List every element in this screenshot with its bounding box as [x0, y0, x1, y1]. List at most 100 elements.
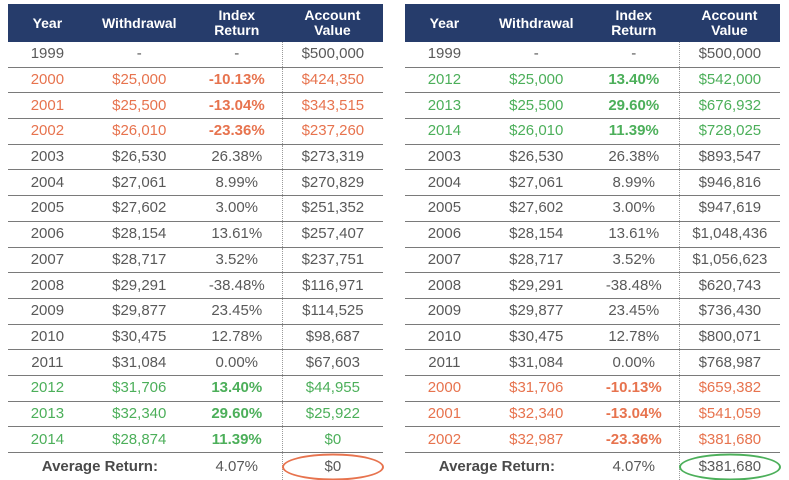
index-return-cell: 3.52% — [215, 250, 259, 268]
table-row: 2004 $27,061 8.99% $270,829 — [8, 170, 383, 197]
account-value-cell: $542,000 — [678, 67, 780, 93]
year-cell: 2005 — [427, 199, 462, 217]
year-cell: 2014 — [427, 122, 462, 140]
table-body: 1999 - - $500,000 2000 $25,000 -10.13% $… — [8, 42, 383, 453]
withdrawal-cell: $31,706 — [112, 379, 167, 397]
table-row: 2011 $31,084 0.00% $768,987 — [405, 350, 780, 376]
year-cell: 2014 — [30, 430, 65, 448]
account-value-cell: $67,603 — [281, 350, 383, 375]
col-header-year-label: Year — [32, 14, 63, 31]
withdrawal-cell: $28,717 — [509, 250, 564, 268]
year-cell: 2010 — [427, 327, 462, 345]
index-return-cell: 12.78% — [608, 327, 660, 345]
account-value-cell: $270,829 — [281, 170, 383, 196]
withdrawal-cell: $29,291 — [509, 276, 564, 294]
withdrawal-cell: $28,154 — [509, 225, 564, 243]
account-value-cell: $0 — [281, 427, 383, 452]
index-return-cell: 8.99% — [215, 173, 259, 191]
year-cell: 2007 — [30, 250, 65, 268]
account-value-cell: $500,000 — [678, 42, 780, 67]
index-return-cell: 3.00% — [215, 199, 259, 217]
col-header-year: Year — [405, 14, 484, 31]
table-row: 1999 - - $500,000 — [405, 42, 780, 68]
table-row: 2008 $29,291 -38.48% $116,971 — [8, 273, 383, 299]
year-cell: 2013 — [427, 96, 462, 114]
account-value-cell: $659,382 — [678, 375, 780, 401]
table-row: 2000 $25,000 -10.13% $424,350 — [8, 67, 383, 94]
withdrawal-cell: $28,154 — [112, 225, 167, 243]
account-value-cell: $237,260 — [281, 119, 383, 144]
table-row: 2003 $26,530 26.38% $273,319 — [8, 144, 383, 171]
table-row: 2007 $28,717 3.52% $237,751 — [8, 247, 383, 274]
final-value-highlight-ellipse: $381,680 — [695, 458, 766, 475]
account-value-cell: $343,515 — [281, 93, 383, 119]
index-return-cell: 13.61% — [608, 225, 660, 243]
col-header-withdrawal: Withdrawal — [87, 14, 192, 31]
year-cell: 2003 — [427, 148, 462, 166]
table-row: 2012 $25,000 13.40% $542,000 — [405, 67, 780, 94]
final-account-value-cell: $0 — [281, 453, 383, 480]
account-value-cell: $251,352 — [281, 196, 383, 221]
index-return-cell: 13.40% — [211, 379, 263, 397]
table-header: Year Withdrawal Index Return Account Val… — [405, 4, 780, 42]
col-header-account-value-label: Account Value — [304, 7, 361, 38]
withdrawal-cell: $32,340 — [112, 404, 167, 422]
account-value-cell: $676,932 — [678, 93, 780, 119]
year-cell: 2013 — [30, 404, 65, 422]
table-row: 2012 $31,706 13.40% $44,955 — [8, 375, 383, 402]
account-value-cell: $237,751 — [281, 247, 383, 273]
table-row: 2002 $32,987 -23.36% $381,680 — [405, 427, 780, 453]
index-return-cell: -10.13% — [605, 379, 662, 397]
account-value-cell: $273,319 — [281, 144, 383, 170]
index-return-cell: 12.78% — [211, 327, 263, 345]
index-return-cell: 3.00% — [612, 199, 656, 217]
account-value-cell: $800,071 — [678, 324, 780, 350]
table-row: 2014 $28,874 11.39% $0 — [8, 427, 383, 453]
col-header-withdrawal-label: Withdrawal — [498, 14, 574, 31]
index-return-cell: -38.48% — [208, 276, 265, 294]
table-row: 2013 $32,340 29.60% $25,922 — [8, 401, 383, 428]
year-cell: 2004 — [427, 173, 462, 191]
year-cell: 2012 — [427, 71, 462, 89]
account-value-cell: $116,971 — [281, 273, 383, 298]
year-cell: 2002 — [427, 430, 462, 448]
withdrawal-cell: $27,602 — [509, 199, 564, 217]
table-header: Year Withdrawal Index Return Account Val… — [8, 4, 383, 42]
account-value-cell: $44,955 — [281, 375, 383, 401]
col-header-index-return: Index Return — [192, 8, 282, 38]
account-value-cell: $947,619 — [678, 196, 780, 221]
withdrawal-cell: $27,602 — [112, 199, 167, 217]
index-return-cell: -10.13% — [208, 71, 265, 89]
withdrawal-cell: - — [533, 45, 539, 63]
table-row: 2005 $27,602 3.00% $251,352 — [8, 196, 383, 222]
withdrawal-cell: $29,291 — [112, 276, 167, 294]
withdrawal-cell: $25,000 — [112, 71, 167, 89]
withdrawal-cell: $25,500 — [112, 96, 167, 114]
withdrawal-cell: $26,530 — [509, 148, 564, 166]
withdrawal-cell: $27,061 — [509, 173, 564, 191]
year-cell: 2007 — [427, 250, 462, 268]
withdrawal-cell: $32,340 — [509, 404, 564, 422]
col-header-withdrawal-label: Withdrawal — [101, 14, 177, 31]
table-row: 2009 $29,877 23.45% $114,525 — [8, 298, 383, 325]
col-header-account-value: Account Value — [282, 8, 383, 38]
table-row: 2010 $30,475 12.78% $98,687 — [8, 324, 383, 351]
account-value-cell: $500,000 — [281, 42, 383, 67]
account-value-cell: $25,922 — [281, 401, 383, 427]
year-cell: 2008 — [30, 276, 65, 294]
index-return-cell: - — [234, 45, 240, 63]
table-row: 2009 $29,877 23.45% $736,430 — [405, 298, 780, 325]
col-header-year-label: Year — [429, 14, 460, 31]
index-return-cell: 23.45% — [608, 302, 660, 320]
year-cell: 2006 — [30, 225, 65, 243]
table-row: 2008 $29,291 -38.48% $620,743 — [405, 273, 780, 299]
account-value-cell: $98,687 — [281, 324, 383, 350]
average-return-value: 4.07% — [612, 458, 656, 475]
average-return-label: Average Return: — [41, 458, 158, 475]
index-return-cell: 26.38% — [608, 148, 660, 166]
account-value-cell: $768,987 — [678, 350, 780, 375]
account-value-cell: $424,350 — [281, 67, 383, 93]
year-cell: 2011 — [428, 353, 461, 371]
withdrawal-cell: $27,061 — [112, 173, 167, 191]
withdrawal-cell: $26,010 — [112, 122, 167, 140]
